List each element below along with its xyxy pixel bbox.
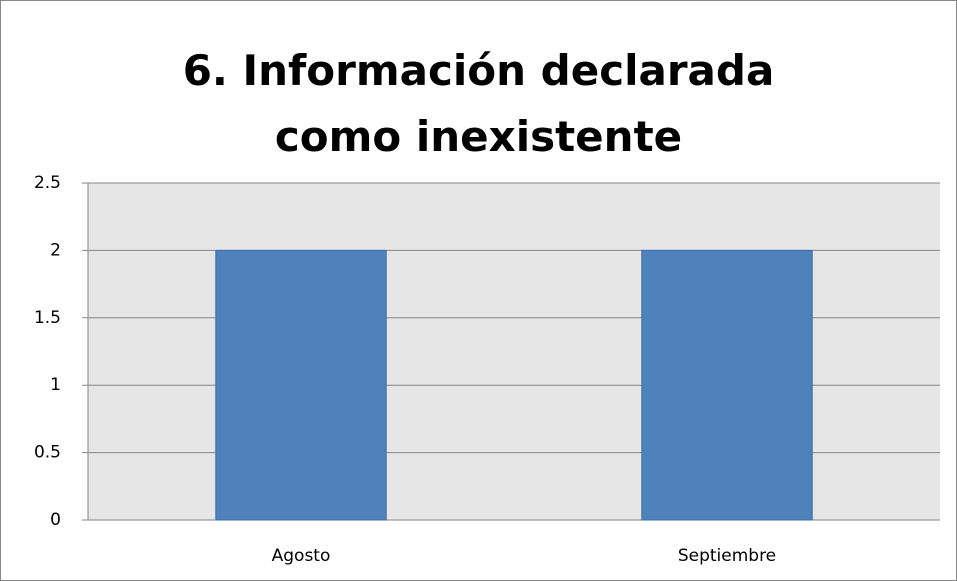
y-tick-label: 1.5	[34, 308, 61, 328]
y-tick-label: 2.5	[34, 173, 61, 193]
bar	[641, 249, 813, 521]
y-tick-label: 0	[50, 510, 61, 530]
y-tick-label: 0.5	[34, 443, 61, 463]
x-tick-label: Agosto	[272, 546, 331, 566]
bar	[215, 249, 387, 521]
y-tick-label: 1	[50, 375, 61, 395]
chart-title: 6. Información declarada como inexistent…	[182, 46, 775, 161]
y-tick-label: 2	[50, 240, 61, 260]
x-tick-label: Septiembre	[678, 546, 776, 566]
